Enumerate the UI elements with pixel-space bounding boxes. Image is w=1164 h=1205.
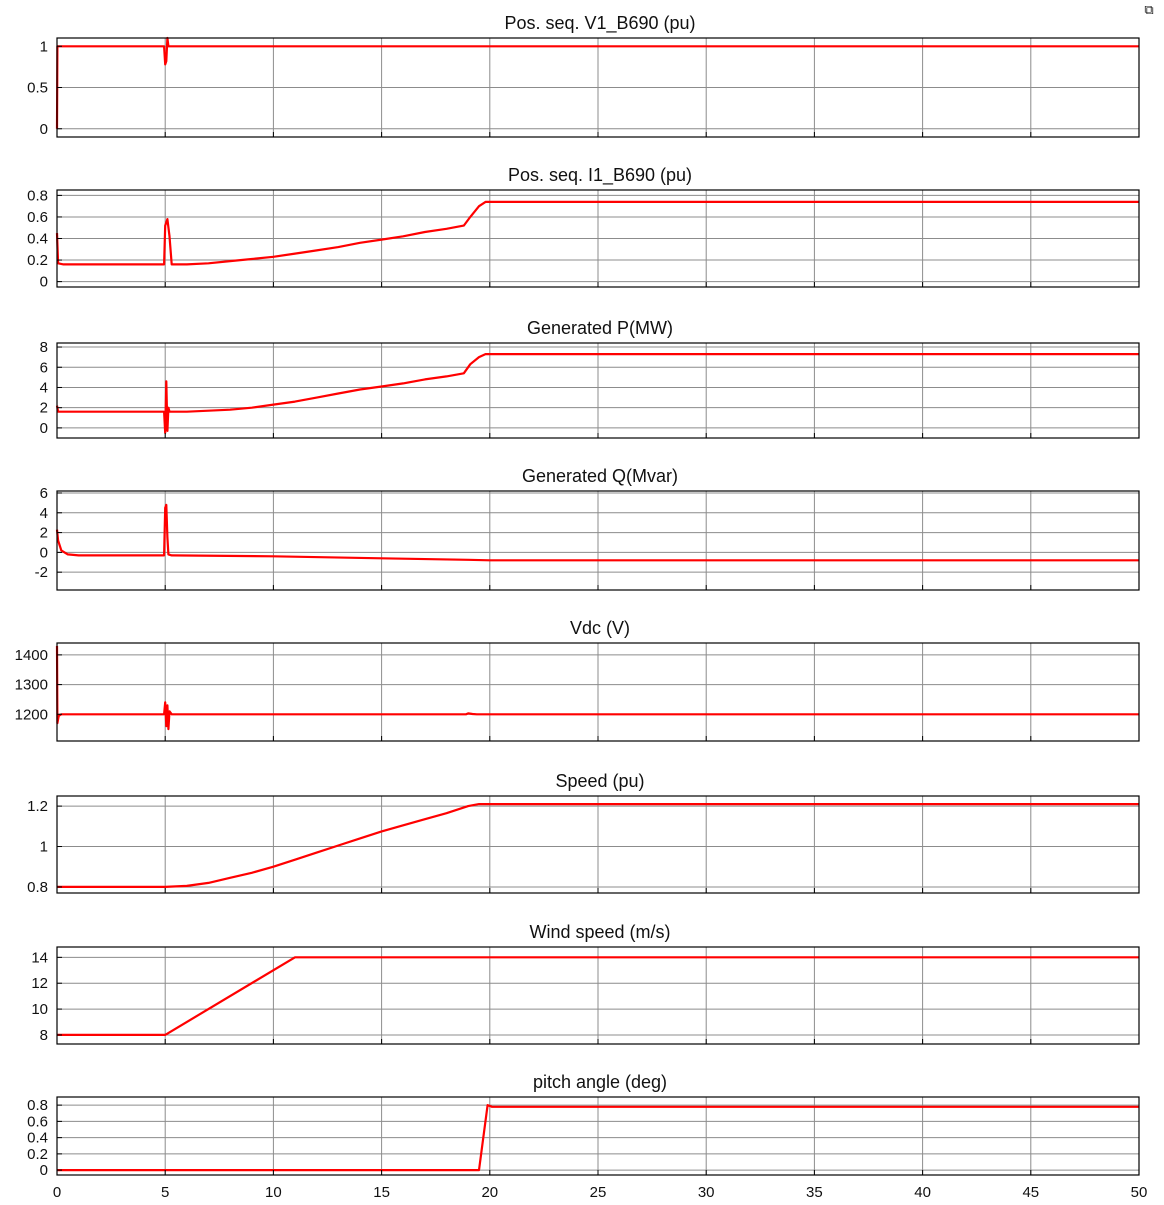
x-tick-label: 15 [373,1184,390,1201]
y-tick-label: 0.8 [27,879,48,896]
y-tick-label: 2 [40,400,48,417]
x-tick-label: 40 [914,1184,931,1201]
y-tick-label: 12 [31,975,48,992]
series-line [55,503,1139,562]
series-line [55,200,1139,266]
subplot-title: Pos. seq. I1_B690 (pu) [508,165,692,186]
y-tick-label: 6 [40,485,48,502]
subplot-4: -2 0 2 4 6 Generated Q(Mvar) [35,466,1140,591]
subplot-title: Generated Q(Mvar) [522,466,678,486]
y-tick-label: 1200 [15,706,48,723]
y-tick-label: 0.6 [27,209,48,226]
subplot-2: 0 0.2 0.4 0.6 0.8 Pos. seq. I1_B690 (pu) [27,165,1140,291]
series-line [57,802,1139,889]
subplot-title: Speed (pu) [555,771,644,791]
y-tick-label: 0 [40,420,48,437]
series-line [55,353,1139,434]
series-line [55,645,1139,731]
y-tick-label: 0.2 [27,252,48,269]
y-tick-label: 0.4 [27,231,48,248]
y-tick-label: 0 [40,544,48,561]
subplot-title: Vdc (V) [570,618,630,638]
y-tick-label: 0.6 [27,1113,48,1130]
y-tick-label: 0.4 [27,1130,48,1147]
y-tick-label: 1.2 [27,798,48,815]
y-tick-label: 0 [40,121,48,138]
y-tick-label: 8 [40,339,48,356]
x-tick-label: 35 [806,1184,823,1201]
x-tick-label: 30 [698,1184,715,1201]
y-tick-label: 4 [40,505,48,522]
y-tick-label: 1 [40,839,48,856]
y-tick-label: -2 [35,564,48,581]
x-tick-label: 0 [53,1184,61,1201]
series-line [57,956,1139,1037]
y-tick-label: 1300 [15,677,48,694]
y-tick-label: 0.5 [27,80,48,97]
subplot-3: 0 2 4 6 8 Generated P(MW) [40,318,1140,439]
y-tick-label: 2 [40,525,48,542]
x-tick-label: 5 [161,1184,169,1201]
y-tick-label: 0.2 [27,1146,48,1163]
x-tick-label: 10 [265,1184,282,1201]
y-tick-label: 10 [31,1001,48,1018]
y-tick-label: 4 [40,379,48,396]
y-tick-label: 6 [40,359,48,376]
subplot-title: Wind speed (m/s) [529,922,670,942]
x-tick-label: 20 [481,1184,498,1201]
subplot-6: 0.8 1 1.2 Speed (pu) [27,771,1140,896]
series-line [57,1103,1139,1172]
y-tick-label: 8 [40,1027,48,1044]
y-tick-label: 0 [40,274,48,291]
subplot-title: Pos. seq. V1_B690 (pu) [504,13,695,34]
x-tick-label: 25 [590,1184,607,1201]
subplot-1: 0 0.5 1 Pos. seq. V1_B690 (pu) [27,13,1140,138]
y-tick-label: 0.8 [27,187,48,204]
subplot-7: 8 10 12 14 Wind speed (m/s) [31,922,1140,1045]
subplot-title: pitch angle (deg) [533,1072,667,1092]
y-tick-label: 14 [31,949,48,966]
window-restore-icon[interactable]: ⧉ [1144,3,1154,18]
y-tick-label: 1400 [15,647,48,664]
subplot-5: 1200 1300 1400 Vdc (V) [15,618,1140,742]
x-tick-label: 50 [1131,1184,1148,1201]
x-tick-label: 45 [1022,1184,1039,1201]
y-tick-label: 0.8 [27,1097,48,1114]
y-tick-label: 1 [40,38,48,55]
y-tick-label: 0 [40,1162,48,1179]
subplot-title: Generated P(MW) [527,318,673,338]
